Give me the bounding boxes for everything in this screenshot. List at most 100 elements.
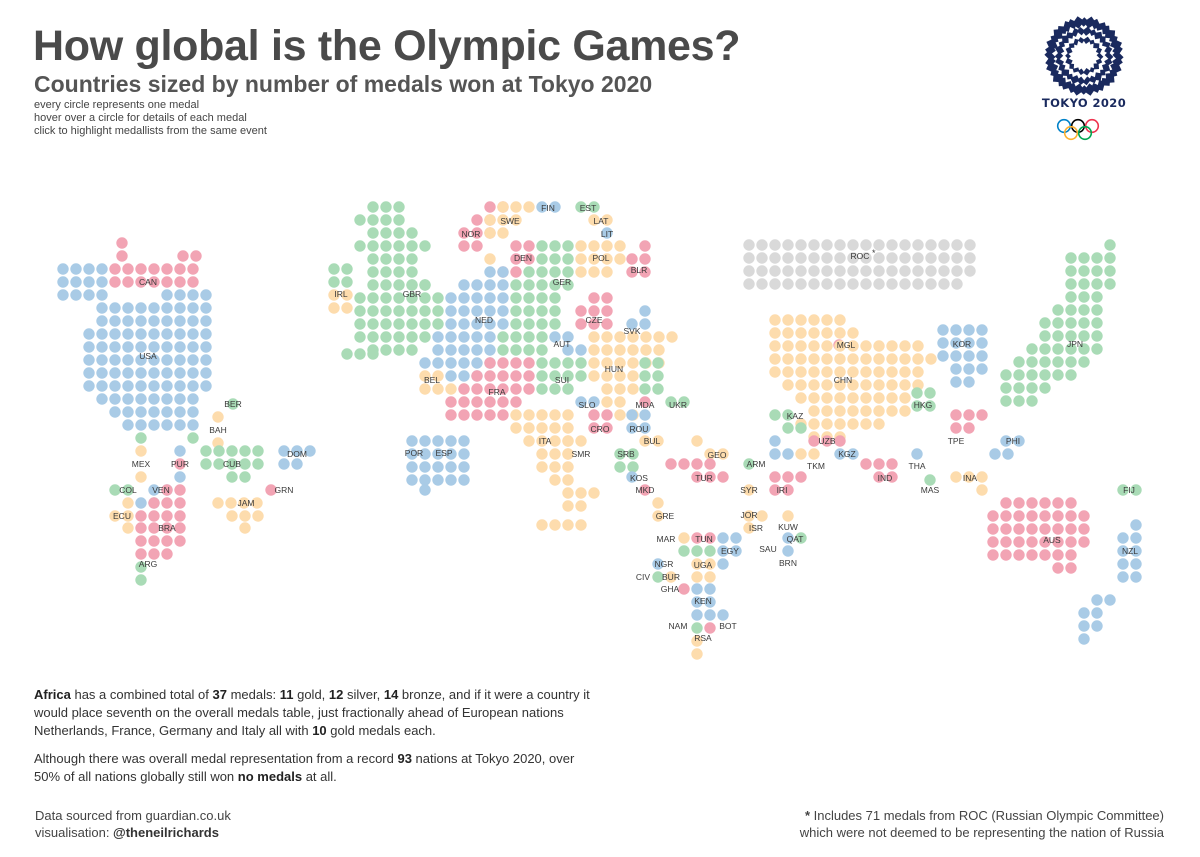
medal-circle[interactable] <box>691 558 703 570</box>
medal-circle[interactable] <box>1026 343 1038 355</box>
medal-circle[interactable] <box>83 276 95 288</box>
medal-circle[interactable] <box>976 471 988 483</box>
medal-circle[interactable] <box>83 354 95 366</box>
medal-circle[interactable] <box>899 366 911 378</box>
medal-circle[interactable] <box>963 337 975 349</box>
medal-circle[interactable] <box>1130 519 1142 531</box>
medal-circle[interactable] <box>769 252 781 264</box>
medal-circle[interactable] <box>808 265 820 277</box>
medal-circle[interactable] <box>135 522 147 534</box>
medal-circle[interactable] <box>484 318 496 330</box>
medal-circle[interactable] <box>782 265 794 277</box>
medal-circle[interactable] <box>769 353 781 365</box>
medal-circle[interactable] <box>743 522 755 534</box>
medal-circle[interactable] <box>497 409 509 421</box>
medal-circle[interactable] <box>769 239 781 251</box>
medal-circle[interactable] <box>549 240 561 252</box>
medal-circle[interactable] <box>161 276 173 288</box>
medal-circle[interactable] <box>135 302 147 314</box>
medal-circle[interactable] <box>834 239 846 251</box>
medal-circle[interactable] <box>886 278 898 290</box>
medal-circle[interactable] <box>1078 523 1090 535</box>
medal-circle[interactable] <box>562 409 574 421</box>
medal-circle[interactable] <box>834 379 846 391</box>
medal-circle[interactable] <box>847 340 859 352</box>
medal-circle[interactable] <box>912 239 924 251</box>
medal-circle[interactable] <box>704 596 716 608</box>
medal-circle[interactable] <box>924 400 936 412</box>
medal-circle[interactable] <box>116 237 128 249</box>
medal-circle[interactable] <box>562 266 574 278</box>
medal-circle[interactable] <box>367 348 379 360</box>
medal-circle[interactable] <box>627 357 639 369</box>
medal-circle[interactable] <box>795 448 807 460</box>
medal-circle[interactable] <box>665 458 677 470</box>
medal-circle[interactable] <box>627 383 639 395</box>
medal-circle[interactable] <box>860 379 872 391</box>
medal-circle[interactable] <box>212 411 224 423</box>
medal-circle[interactable] <box>1130 545 1142 557</box>
medal-circle[interactable] <box>367 331 379 343</box>
medal-circle[interactable] <box>96 328 108 340</box>
medal-circle[interactable] <box>963 363 975 375</box>
medal-circle[interactable] <box>523 344 535 356</box>
medal-circle[interactable] <box>510 331 522 343</box>
medal-circle[interactable] <box>899 405 911 417</box>
medal-circle[interactable] <box>406 474 418 486</box>
medal-circle[interactable] <box>601 370 613 382</box>
medal-circle[interactable] <box>1065 523 1077 535</box>
medal-circle[interactable] <box>419 357 431 369</box>
medal-circle[interactable] <box>432 344 444 356</box>
medal-circle[interactable] <box>782 545 794 557</box>
medal-circle[interactable] <box>1091 317 1103 329</box>
medal-circle[interactable] <box>1091 330 1103 342</box>
medal-circle[interactable] <box>873 471 885 483</box>
medal-circle[interactable] <box>174 497 186 509</box>
medal-circle[interactable] <box>575 344 587 356</box>
medal-circle[interactable] <box>704 448 716 460</box>
medal-circle[interactable] <box>484 227 496 239</box>
medal-circle[interactable] <box>614 448 626 460</box>
medal-circle[interactable] <box>406 240 418 252</box>
medal-circle[interactable] <box>627 331 639 343</box>
medal-circle[interactable] <box>987 549 999 561</box>
medal-circle[interactable] <box>510 370 522 382</box>
medal-circle[interactable] <box>795 392 807 404</box>
medal-circle[interactable] <box>484 357 496 369</box>
medal-circle[interactable] <box>769 314 781 326</box>
medal-circle[interactable] <box>484 383 496 395</box>
medal-circle[interactable] <box>148 276 160 288</box>
medal-circle[interactable] <box>458 318 470 330</box>
medal-circle[interactable] <box>847 252 859 264</box>
medal-circle[interactable] <box>174 406 186 418</box>
medal-circle[interactable] <box>588 318 600 330</box>
medal-circle[interactable] <box>1117 545 1129 557</box>
medal-circle[interactable] <box>328 302 340 314</box>
medal-circle[interactable] <box>549 409 561 421</box>
medal-circle[interactable] <box>432 474 444 486</box>
medal-circle[interactable] <box>393 279 405 291</box>
medal-circle[interactable] <box>795 340 807 352</box>
medal-circle[interactable] <box>458 279 470 291</box>
medal-circle[interactable] <box>174 484 186 496</box>
medal-circle[interactable] <box>419 240 431 252</box>
medal-circle[interactable] <box>96 380 108 392</box>
medal-circle[interactable] <box>1039 536 1051 548</box>
medal-circle[interactable] <box>135 328 147 340</box>
medal-circle[interactable] <box>678 532 690 544</box>
medal-circle[interactable] <box>860 458 872 470</box>
medal-circle[interactable] <box>161 484 173 496</box>
medal-circle[interactable] <box>938 239 950 251</box>
medal-circle[interactable] <box>951 239 963 251</box>
medal-circle[interactable] <box>562 279 574 291</box>
medal-circle[interactable] <box>510 279 522 291</box>
medal-circle[interactable] <box>523 253 535 265</box>
medal-circle[interactable] <box>626 253 638 265</box>
medal-circle[interactable] <box>380 214 392 226</box>
medal-circle[interactable] <box>406 318 418 330</box>
medal-circle[interactable] <box>471 279 483 291</box>
medal-circle[interactable] <box>432 292 444 304</box>
medal-circle[interactable] <box>70 263 82 275</box>
medal-circle[interactable] <box>937 337 949 349</box>
medal-circle[interactable] <box>963 324 975 336</box>
